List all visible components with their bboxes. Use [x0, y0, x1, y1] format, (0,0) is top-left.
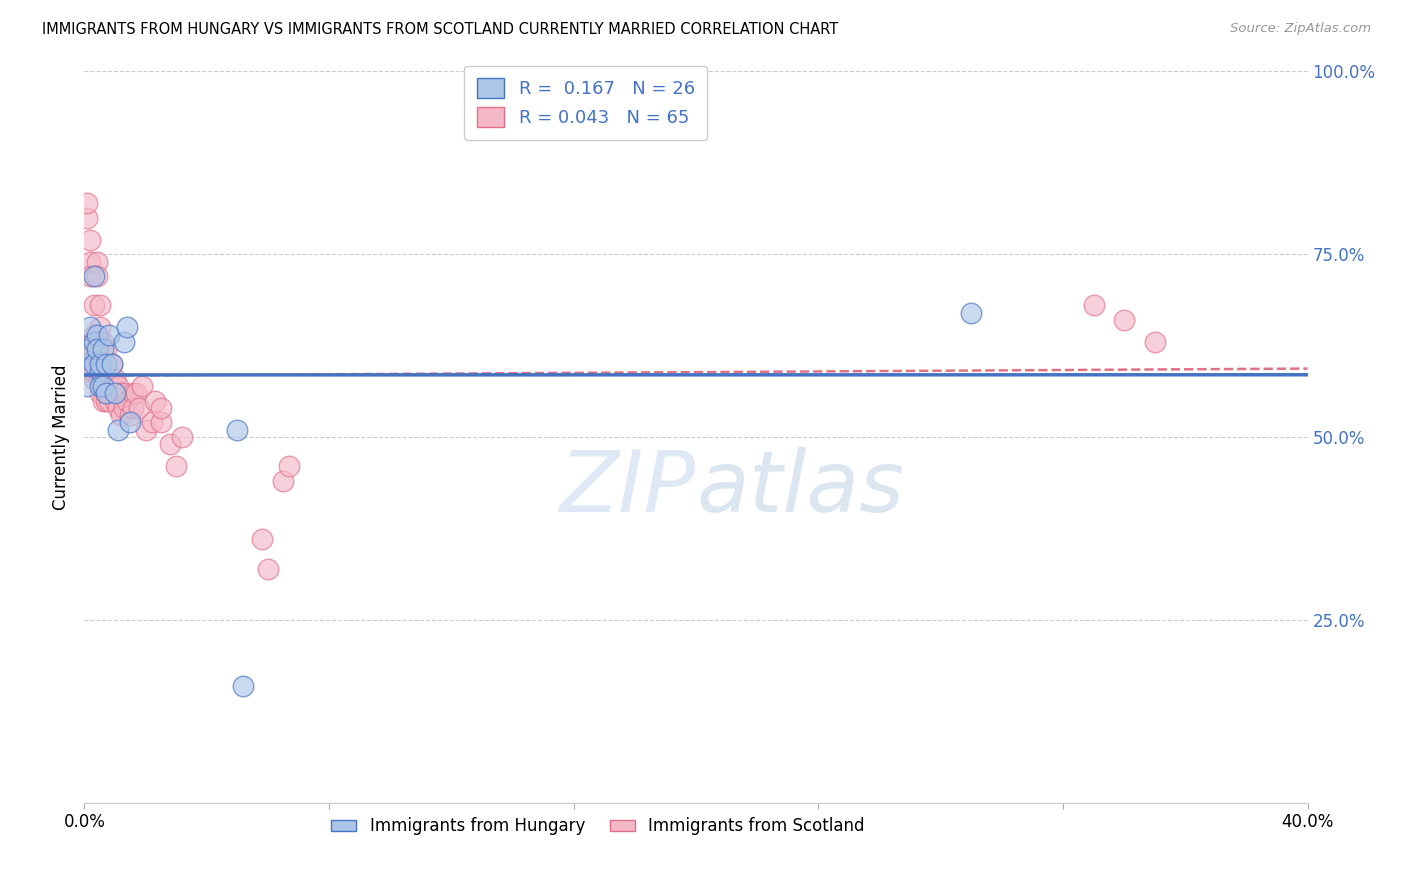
- Point: [76, 364, 98, 378]
- Point: [107, 379, 129, 393]
- Point: [79, 254, 101, 268]
- Point: [83, 364, 105, 378]
- Point: [250, 533, 273, 547]
- Point: [91, 393, 114, 408]
- Point: [143, 393, 166, 408]
- Point: [76, 343, 98, 357]
- Point: [122, 401, 145, 415]
- Point: [125, 386, 148, 401]
- Text: ZIP: ZIP: [560, 447, 696, 530]
- Legend: Immigrants from Hungary, Immigrants from Scotland: Immigrants from Hungary, Immigrants from…: [325, 811, 872, 842]
- Point: [91, 371, 114, 385]
- Y-axis label: Currently Married: Currently Married: [52, 364, 70, 510]
- Point: [86, 364, 108, 378]
- Point: [83, 269, 105, 284]
- Point: [172, 430, 194, 444]
- Point: [122, 386, 145, 401]
- Point: [112, 401, 135, 415]
- Point: [83, 357, 105, 371]
- Point: [79, 364, 101, 378]
- Point: [101, 357, 124, 371]
- Point: [104, 386, 127, 401]
- Point: [149, 416, 172, 430]
- Point: [257, 562, 280, 576]
- Point: [149, 401, 172, 415]
- Text: Source: ZipAtlas.com: Source: ZipAtlas.com: [1230, 22, 1371, 36]
- Point: [135, 423, 157, 437]
- Point: [89, 320, 111, 334]
- Point: [79, 320, 101, 334]
- Point: [83, 334, 105, 349]
- Point: [97, 386, 120, 401]
- Point: [86, 334, 108, 349]
- Point: [232, 679, 254, 693]
- Point: [97, 393, 120, 408]
- Point: [94, 379, 117, 393]
- Point: [120, 416, 142, 430]
- Point: [94, 343, 117, 357]
- Point: [104, 393, 127, 408]
- Point: [278, 459, 301, 474]
- Point: [120, 408, 142, 422]
- Point: [83, 298, 105, 312]
- Point: [89, 364, 111, 378]
- Point: [94, 364, 117, 378]
- Point: [83, 371, 105, 385]
- Text: IMMIGRANTS FROM HUNGARY VS IMMIGRANTS FROM SCOTLAND CURRENTLY MARRIED CORRELATIO: IMMIGRANTS FROM HUNGARY VS IMMIGRANTS FR…: [42, 22, 838, 37]
- Point: [115, 393, 138, 408]
- Point: [89, 357, 111, 371]
- Point: [76, 196, 98, 211]
- Point: [76, 357, 98, 371]
- Point: [104, 371, 127, 385]
- Point: [1143, 334, 1166, 349]
- Text: atlas: atlas: [696, 447, 904, 530]
- Point: [131, 379, 153, 393]
- Point: [89, 371, 111, 385]
- Point: [83, 343, 105, 357]
- Point: [89, 386, 111, 401]
- Point: [960, 306, 983, 320]
- Point: [128, 401, 150, 415]
- Point: [76, 379, 98, 393]
- Point: [226, 423, 249, 437]
- Point: [107, 401, 129, 415]
- Point: [271, 474, 294, 488]
- Point: [112, 334, 135, 349]
- Point: [79, 233, 101, 247]
- Point: [91, 334, 114, 349]
- Point: [165, 459, 187, 474]
- Point: [112, 386, 135, 401]
- Point: [159, 437, 181, 451]
- Point: [115, 320, 138, 334]
- Point: [97, 327, 120, 342]
- Point: [1114, 313, 1136, 327]
- Point: [86, 254, 108, 268]
- Point: [86, 269, 108, 284]
- Point: [97, 371, 120, 385]
- Point: [91, 379, 114, 393]
- Point: [86, 327, 108, 342]
- Point: [110, 408, 132, 422]
- Point: [101, 357, 124, 371]
- Point: [94, 386, 117, 401]
- Point: [110, 386, 132, 401]
- Point: [94, 357, 117, 371]
- Point: [94, 393, 117, 408]
- Point: [141, 416, 163, 430]
- Point: [101, 379, 124, 393]
- Point: [76, 211, 98, 225]
- Point: [79, 269, 101, 284]
- Point: [89, 334, 111, 349]
- Point: [83, 327, 105, 342]
- Point: [89, 298, 111, 312]
- Point: [107, 423, 129, 437]
- Point: [79, 343, 101, 357]
- Point: [86, 343, 108, 357]
- Point: [91, 343, 114, 357]
- Point: [1083, 298, 1105, 312]
- Point: [91, 364, 114, 378]
- Point: [89, 379, 111, 393]
